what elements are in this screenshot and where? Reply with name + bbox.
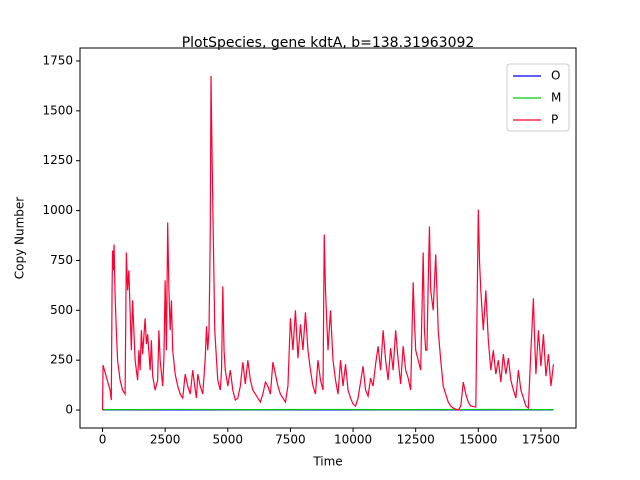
x-tick-label: 7500 [275,433,306,447]
x-tick-label: 12500 [397,433,435,447]
y-tick-label: 1000 [42,203,73,217]
x-tick-label: 15000 [459,433,497,447]
chart-title: PlotSpecies, gene kdtA, b=138.31963092 [182,35,475,51]
y-axis-label: Copy Number [13,197,27,280]
x-tick-label: 5000 [213,433,244,447]
x-tick-label: 2500 [150,433,181,447]
legend-label: O [551,69,560,83]
plot-frame [79,47,577,429]
y-tick-label: 1750 [42,53,73,67]
series-line [101,75,555,411]
x-tick-label: 10000 [334,433,372,447]
x-tick-label: 0 [99,433,107,447]
y-tick-label: 750 [50,253,73,267]
y-tick-label: 0 [65,403,73,417]
y-tick-label: 1250 [42,153,73,167]
x-tick-label: 17500 [522,433,560,447]
x-axis-label: Time [312,455,342,469]
y-tick-label: 500 [50,303,73,317]
y-tick-label: 250 [50,353,73,367]
legend-label: M [551,91,561,105]
legend-label: P [551,113,558,127]
y-tick-label: 1500 [42,103,73,117]
